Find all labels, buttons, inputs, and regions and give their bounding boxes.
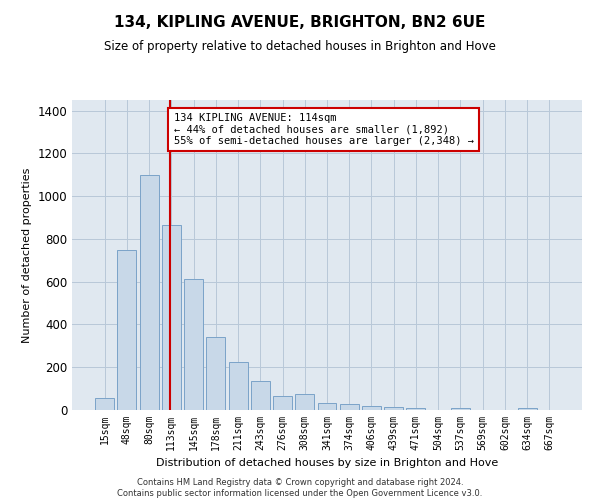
Bar: [340, 404, 359, 410]
Bar: [362, 406, 381, 410]
Text: Size of property relative to detached houses in Brighton and Hove: Size of property relative to detached ho…: [104, 40, 496, 53]
Bar: [206, 338, 225, 410]
Bar: [251, 381, 270, 410]
Bar: [406, 408, 425, 410]
Bar: [95, 398, 114, 410]
Bar: [184, 278, 203, 410]
X-axis label: Distribution of detached houses by size in Brighton and Hove: Distribution of detached houses by size …: [156, 458, 498, 468]
Text: Contains HM Land Registry data © Crown copyright and database right 2024.
Contai: Contains HM Land Registry data © Crown c…: [118, 478, 482, 498]
Text: 134 KIPLING AVENUE: 114sqm
← 44% of detached houses are smaller (1,892)
55% of s: 134 KIPLING AVENUE: 114sqm ← 44% of deta…: [173, 113, 473, 146]
Y-axis label: Number of detached properties: Number of detached properties: [22, 168, 32, 342]
Bar: [229, 362, 248, 410]
Bar: [140, 175, 158, 410]
Bar: [162, 225, 181, 410]
Bar: [118, 250, 136, 410]
Text: 134, KIPLING AVENUE, BRIGHTON, BN2 6UE: 134, KIPLING AVENUE, BRIGHTON, BN2 6UE: [115, 15, 485, 30]
Bar: [317, 402, 337, 410]
Bar: [451, 408, 470, 410]
Bar: [273, 396, 292, 410]
Bar: [295, 394, 314, 410]
Bar: [518, 408, 536, 410]
Bar: [384, 408, 403, 410]
